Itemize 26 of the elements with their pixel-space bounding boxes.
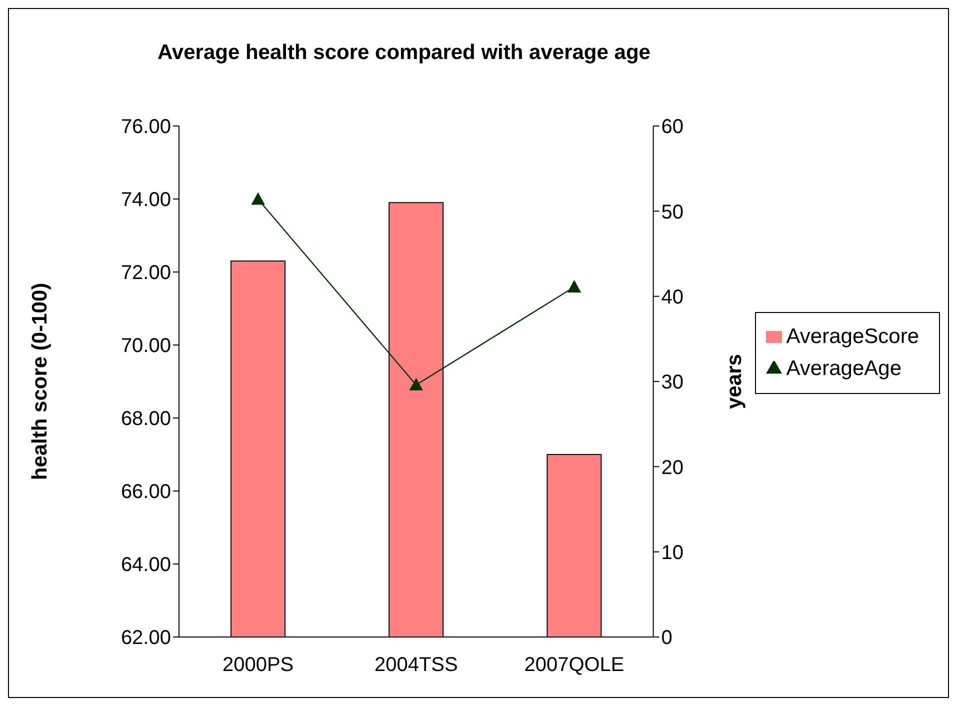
x-tick-label: 2000PS: [222, 654, 294, 676]
point: [252, 192, 265, 205]
y2-tick-label: 50: [661, 201, 684, 224]
y-tick-label: 72.00: [120, 262, 171, 284]
y2-axis-title: years: [722, 354, 746, 409]
x-tick-label: 2007QOLE: [524, 654, 624, 676]
y2-tick-label: 60: [661, 116, 684, 138]
chart-title: Average health score compared with average age: [156, 41, 652, 65]
y-tick-label: 66.00: [120, 481, 171, 504]
legend-label: AverageAge: [786, 357, 902, 380]
y2-tick-label: 20: [661, 456, 684, 479]
y2-tick-label: 0: [661, 627, 672, 650]
y2-tick-label: 40: [661, 286, 684, 308]
y-tick-label: 70.00: [120, 335, 171, 358]
y-tick-label: 64.00: [120, 554, 171, 576]
y-tick-label: 76.00: [120, 116, 171, 138]
point: [410, 378, 423, 390]
y2-tick-label: 30: [661, 372, 684, 394]
y-tick-label: 62.00: [120, 627, 171, 650]
y-tick-label: 68.00: [120, 408, 171, 430]
point: [568, 280, 581, 292]
legend-label: AverageScore: [786, 325, 919, 348]
y2-tick-label: 10: [661, 542, 684, 564]
y-axis-title: health score (0-100): [28, 282, 52, 480]
y-tick-label: 74.00: [120, 189, 171, 212]
x-tick-label: 2004TSS: [374, 654, 458, 676]
